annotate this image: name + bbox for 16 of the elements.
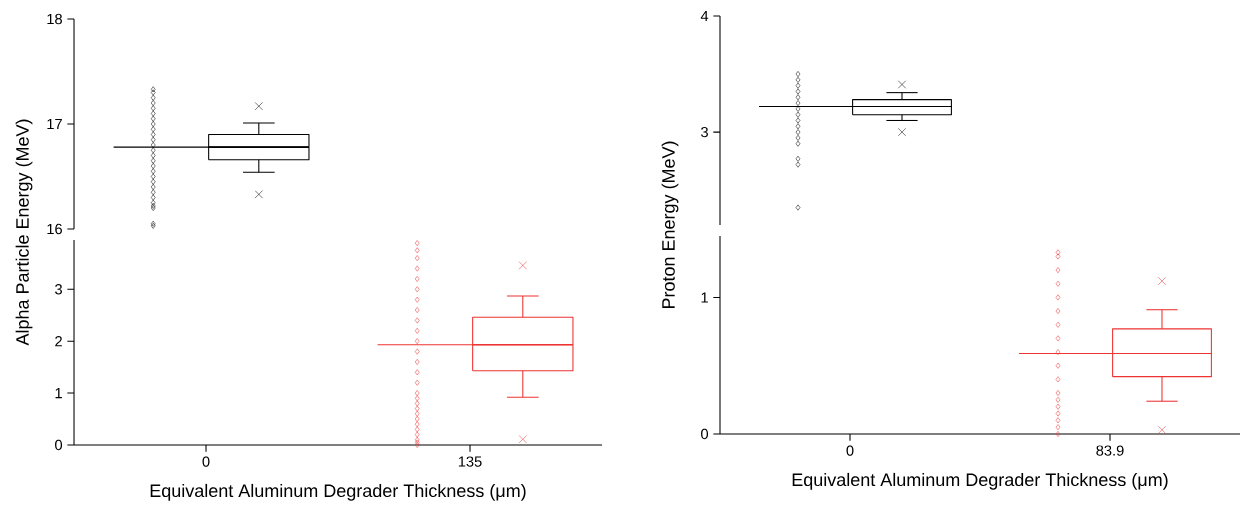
y-tick-label: 3 bbox=[701, 126, 708, 138]
y-axis-title: Alpha Particle Energy (MeV) bbox=[15, 119, 33, 346]
y-tick-label: 1 bbox=[55, 388, 62, 399]
x-tick-label: 135 bbox=[458, 456, 482, 467]
y-tick-label: 1 bbox=[701, 292, 708, 303]
y-axis-title: Proton Energy (MeV) bbox=[661, 141, 679, 309]
y-tick-label: 3 bbox=[55, 284, 62, 295]
x-axis-title: Equivalent Aluminum Degrader Thickness (μm) bbox=[792, 472, 1168, 490]
y-tick-label: 18 bbox=[47, 13, 62, 25]
y-tick-label: 17 bbox=[47, 118, 62, 130]
y-tick-label: 2 bbox=[55, 336, 62, 347]
x-tick-label: 83.9 bbox=[1096, 445, 1124, 456]
y-tick-label: 16 bbox=[47, 223, 62, 235]
x-axis-title: Equivalent Aluminum Degrader Thickness (μm) bbox=[150, 483, 526, 501]
y-tick-label: 0 bbox=[701, 428, 709, 440]
y-tick-label: 4 bbox=[700, 10, 709, 22]
